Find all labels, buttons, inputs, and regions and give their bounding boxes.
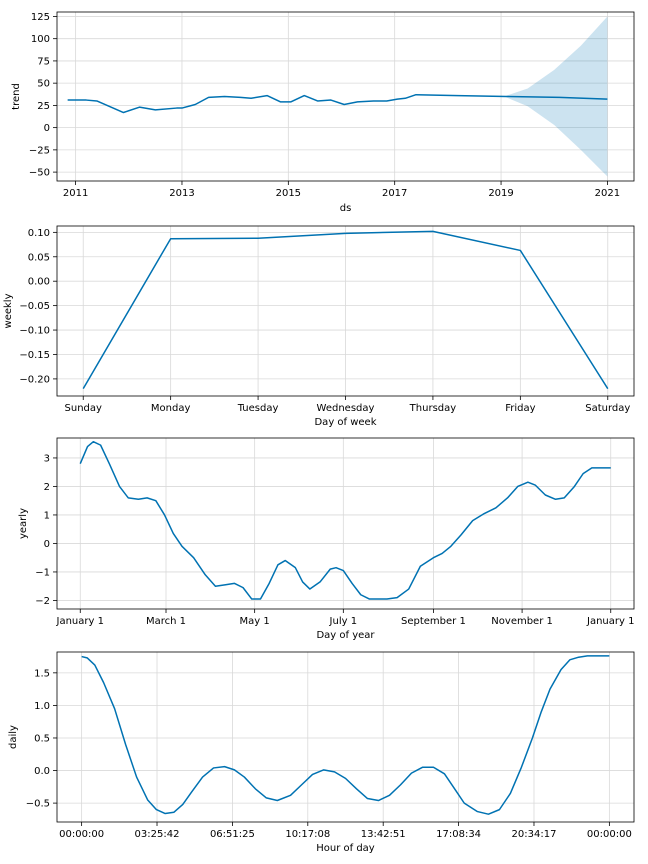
y-tick-label: 100 [31,34,50,45]
y-tick-label: 1.5 [34,668,50,679]
yearly-series-line [79,440,611,600]
y-axis-label: yearly [18,508,29,539]
y-tick-label: 50 [37,79,50,90]
x-tick-label: Thursday [409,403,457,414]
y-axis-label: weekly [3,293,14,328]
x-tick-label: Sunday [65,403,102,414]
y-tick-label: −1 [35,567,50,578]
y-tick-label: −25 [29,145,50,156]
x-tick-label: 17:08:34 [436,829,481,840]
y-tick-label: 0.5 [34,733,50,744]
yearly-panel: January 1 March 1 May 1 July 1 September 1 No… [18,437,635,641]
y-tick-label: −50 [29,168,50,179]
y-tick-label: 0 [44,539,50,550]
y-tick-label: 0.00 [28,277,50,288]
x-tick-label: Wednesday [317,403,375,414]
x-tick-label: November 1 [491,616,553,627]
x-axis-label: Hour of day [316,843,375,854]
uncertainty-band [506,16,608,177]
y-tick-label: 75 [37,56,50,67]
x-tick-label: September 1 [401,616,466,627]
y-tick-label: 125 [31,12,50,23]
y-tick-label: −0.20 [19,374,50,385]
y-tick-label: 1.0 [34,701,50,712]
axes-frame [56,437,635,610]
y-tick-label: 2 [44,482,50,493]
daily-series-line [81,655,610,815]
x-axis-label: Day of year [316,630,375,641]
y-tick-label: −0.05 [19,301,50,312]
x-tick-label: May 1 [240,616,270,627]
x-tick-label: Monday [151,403,191,414]
x-tick-label: 20:34:17 [512,829,557,840]
x-tick-label: 03:25:42 [135,829,180,840]
x-tick-label: July 1 [329,616,358,627]
x-tick-label: January 1 [56,616,104,627]
axes-frame [56,11,635,182]
y-axis-label: daily [8,725,19,749]
y-tick-label: 0.05 [28,252,50,263]
y-tick-label: 0.0 [34,766,50,777]
y-tick-label: 1 [44,510,50,521]
y-axis-label: trend [11,83,22,110]
y-tick-label: 3 [44,453,50,464]
x-tick-label: 2021 [595,188,620,199]
axes-frame [56,651,635,823]
y-tick-label: 0.10 [28,228,50,239]
x-axis-label: Day of week [314,417,376,428]
x-tick-label: March 1 [146,616,186,627]
x-tick-label: 2015 [276,188,301,199]
y-tick-label: 25 [37,101,50,112]
y-tick-label: −0.10 [19,326,50,337]
trend-series-line [67,93,608,114]
x-axis-label: ds [340,203,352,214]
x-tick-label: 2011 [63,188,88,199]
x-tick-label: January 1 [586,616,634,627]
x-tick-label: 2017 [382,188,407,199]
trend-panel: 2011 2013 2015 2017 2019 2021 −50 −25 0 25 50 75 100… [11,11,635,214]
x-tick-label: 10:17:08 [285,829,330,840]
x-tick-label: 13:42:51 [361,829,406,840]
y-tick-label: −0.15 [19,350,50,361]
x-tick-label: Saturday [585,403,630,414]
daily-panel: 00:00:00 03:25:42 06:51:25 10:17:08 13:42:51… [8,651,635,854]
y-tick-label: 0 [44,123,50,134]
x-tick-label: 2013 [169,188,194,199]
y-tick-label: −2 [35,596,50,607]
weekly-series-line [82,230,609,390]
x-tick-label: 2019 [488,188,513,199]
y-tick-label: −0.5 [26,799,50,810]
x-tick-label: 06:51:25 [210,829,255,840]
x-tick-label: Friday [505,403,535,414]
weekly-panel: Sunday Monday Tuesday Wednesday Thursday Frid… [3,225,635,428]
x-tick-label: 00:00:00 [59,829,104,840]
x-tick-label: 00:00:00 [587,829,632,840]
x-tick-label: Tuesday [237,403,279,414]
